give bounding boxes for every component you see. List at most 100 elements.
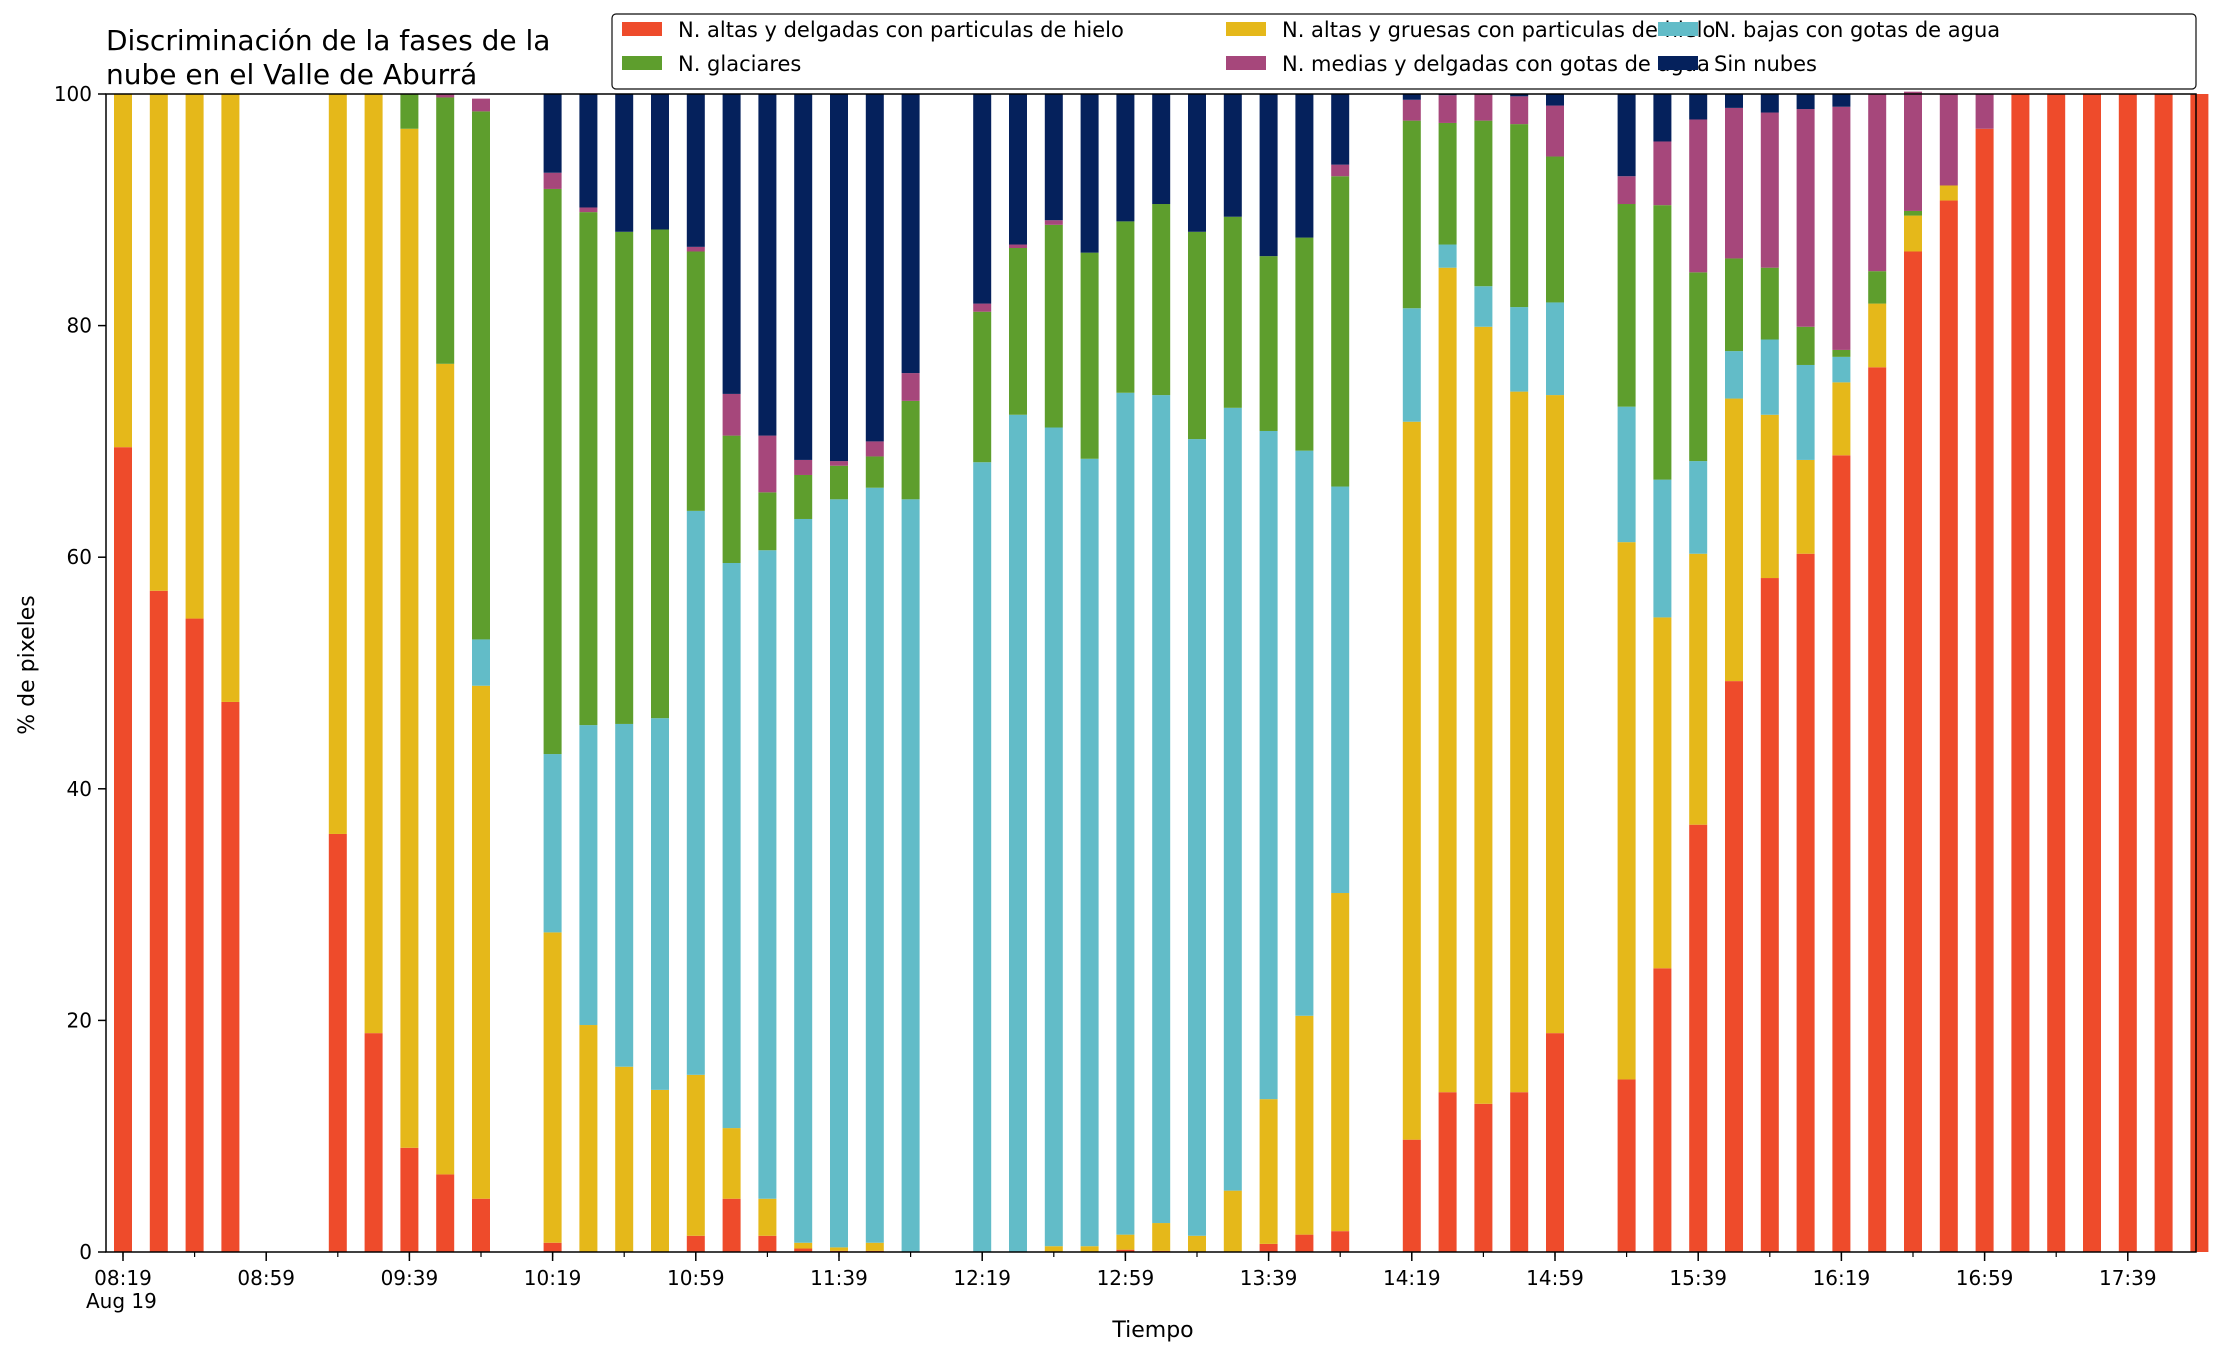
bar-segment-s1-13 <box>579 1025 598 1252</box>
plot-frame <box>105 93 2197 1253</box>
legend-swatch-0 <box>622 22 662 36</box>
bar-segment-s4-44 <box>1689 119 1708 273</box>
bar-segment-s3-8 <box>400 94 419 129</box>
bar-segment-s2-12 <box>543 754 562 933</box>
bar-segment-s5-21 <box>865 94 884 442</box>
bar-segment-s1-20 <box>830 1247 848 1251</box>
bar-segment-s5-31 <box>1223 94 1242 217</box>
bar-segment-s3-39 <box>1510 124 1529 308</box>
bar-segment-s3-13 <box>579 212 598 726</box>
x-tick-label: 16:19 <box>1813 1266 1871 1290</box>
bar-segment-s4-9 <box>436 94 455 98</box>
bar-segment-s3-49 <box>1868 271 1887 304</box>
bar-segment-s1-18 <box>758 1198 777 1236</box>
bar-segment-s1-44 <box>1689 553 1708 825</box>
bar-segment-s0-37 <box>1438 1092 1457 1252</box>
bar-segment-s2-21 <box>865 487 884 1243</box>
y-tick-label: 60 <box>67 545 92 569</box>
bar-segment-s2-42 <box>1617 406 1636 543</box>
bar-segment-s0-54 <box>2047 94 2066 1252</box>
bar-segment-s5-32 <box>1259 94 1278 257</box>
legend-swatch-4 <box>1226 56 1266 70</box>
bar-segment-s3-34 <box>1331 176 1350 487</box>
x-tick-label: 10:19 <box>524 1266 582 1290</box>
x-tick-label: 11:39 <box>810 1266 868 1290</box>
bar-segment-s0-58 <box>2190 94 2209 1252</box>
bar-segment-s1-16 <box>686 1074 705 1236</box>
y-tick-label: 100 <box>54 82 92 106</box>
bar-segment-s3-31 <box>1223 216 1242 408</box>
bar-segment-s2-26 <box>1044 427 1063 1247</box>
bar-segment-s5-34 <box>1331 94 1350 165</box>
bar-segment-s1-26 <box>1044 1246 1063 1252</box>
bar-segment-s0-2 <box>185 618 204 1252</box>
bar-segment-s0-18 <box>758 1235 777 1252</box>
bar-segment-s1-6 <box>328 94 347 834</box>
bar-segment-s1-32 <box>1259 1099 1278 1244</box>
bar-segment-s0-34 <box>1331 1231 1350 1252</box>
bar-segment-s1-45 <box>1725 398 1743 682</box>
bar-segment-s0-38 <box>1474 1103 1493 1252</box>
bar-segment-s2-22 <box>901 499 920 1252</box>
bar-segment-s0-52 <box>1975 128 1994 1253</box>
bar-segment-s2-25 <box>1009 414 1027 1252</box>
bar-segment-s5-44 <box>1689 94 1708 120</box>
bar-segment-s0-43 <box>1653 968 1672 1252</box>
bar-segment-s2-38 <box>1474 286 1493 327</box>
bar-segment-s1-2 <box>185 94 204 619</box>
bar-segment-s1-0 <box>114 94 132 448</box>
bar-segment-s2-18 <box>758 550 777 1199</box>
bar-segment-s1-34 <box>1331 893 1350 1232</box>
bar-segment-s1-46 <box>1760 414 1779 579</box>
bar-segment-s5-24 <box>973 94 992 304</box>
bar-segment-s2-19 <box>794 518 813 1243</box>
bar-segment-s2-16 <box>686 510 705 1075</box>
bar-segment-s4-42 <box>1617 176 1636 205</box>
bar-segment-s1-21 <box>865 1242 884 1251</box>
bar-segment-s3-32 <box>1259 256 1278 431</box>
bar-segment-s2-29 <box>1152 395 1171 1224</box>
chart-title: Discriminación de la fases de la nube en… <box>106 24 550 91</box>
bar-segment-s0-32 <box>1259 1243 1278 1252</box>
bar-segment-s4-45 <box>1725 107 1743 259</box>
bar-segment-s0-53 <box>2011 94 2030 1252</box>
bar-segment-s5-48 <box>1832 94 1851 107</box>
bar-segment-s3-25 <box>1009 248 1027 415</box>
bar-segment-s1-38 <box>1474 326 1493 1104</box>
bar-segment-s4-38 <box>1474 94 1493 121</box>
bar-segment-s4-46 <box>1760 112 1779 268</box>
y-tick-label: 80 <box>67 314 92 338</box>
x-tick-label: 09:39 <box>381 1266 439 1290</box>
bar-segment-s0-39 <box>1510 1092 1529 1252</box>
x-tick-label: 14:19 <box>1383 1266 1441 1290</box>
bar-segment-s2-44 <box>1689 461 1708 554</box>
bar-segment-s5-46 <box>1760 94 1779 113</box>
bar-segment-s1-33 <box>1295 1015 1314 1235</box>
bar-segment-s5-18 <box>758 94 777 436</box>
bar-segment-s5-42 <box>1617 94 1636 177</box>
bar-segment-s1-42 <box>1617 542 1636 1080</box>
bar-segment-s0-33 <box>1295 1234 1314 1252</box>
bar-segment-s1-9 <box>436 363 455 1175</box>
bar-segment-s0-44 <box>1689 824 1708 1252</box>
bar-segment-s4-10 <box>472 98 490 112</box>
bar-segment-s2-45 <box>1725 351 1743 399</box>
bar-segment-s0-40 <box>1546 1033 1564 1252</box>
bars-layer <box>114 91 2209 1253</box>
legend-box <box>611 13 2197 90</box>
bar-segment-s0-50 <box>1904 251 1922 1253</box>
bar-segment-s5-16 <box>686 94 705 247</box>
x-tick-label: 17:39 <box>2099 1266 2157 1290</box>
legend-swatch-3 <box>622 56 662 70</box>
bar-segment-s1-28 <box>1116 1234 1135 1250</box>
bar-segment-s3-14 <box>615 231 634 724</box>
bar-segment-s3-9 <box>436 97 455 364</box>
bar-segment-s1-15 <box>651 1089 669 1252</box>
bar-segment-s3-38 <box>1474 120 1493 287</box>
bar-segment-s1-37 <box>1438 267 1457 1093</box>
bar-segment-s3-29 <box>1152 204 1171 396</box>
y-tick-label: 20 <box>67 1008 92 1032</box>
bar-segment-s5-27 <box>1080 94 1099 253</box>
bar-segment-s2-40 <box>1546 302 1564 396</box>
bar-segment-s3-42 <box>1617 204 1636 407</box>
